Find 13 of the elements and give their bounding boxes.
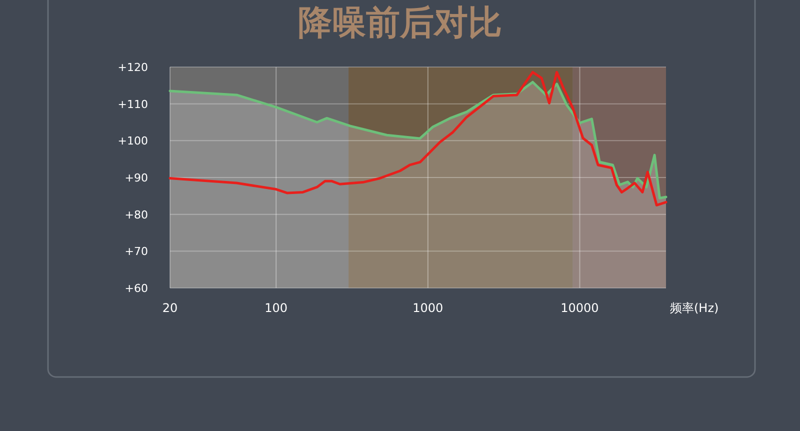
- x-tick-label: 1000: [412, 301, 444, 315]
- y-tick-label: +80: [124, 208, 148, 222]
- y-tick-label: +90: [124, 172, 148, 184]
- y-tick-label: +120: [118, 61, 148, 74]
- chart-title: 降噪前后对比: [298, 3, 502, 43]
- y-tick-label: +60: [124, 282, 148, 295]
- y-tick-label: +110: [118, 98, 148, 111]
- y-tick-label: +100: [118, 134, 148, 148]
- x-axis-title: 频率(Hz): [670, 301, 719, 315]
- x-tick-label: 10000: [560, 301, 599, 315]
- x-tick-label: 100: [264, 301, 288, 315]
- x-tick-label: 20: [162, 301, 178, 315]
- y-tick-label: +70: [124, 245, 148, 258]
